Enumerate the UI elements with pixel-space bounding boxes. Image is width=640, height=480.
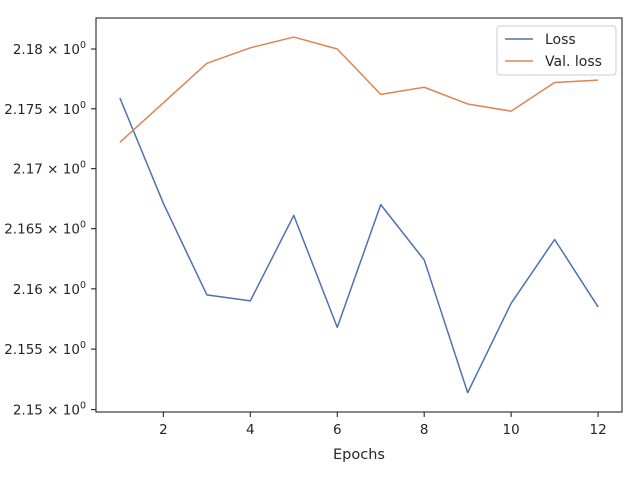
series-lines [119,36,599,394]
x-axis-label: Epochs [333,447,385,463]
y-tick-label: 2.165 × 100 [4,220,86,238]
y-tick-label: 2.155 × 100 [4,340,86,358]
legend-label: Val. loss [545,54,602,70]
y-tick-label: 2.17 × 100 [13,160,86,178]
x-tick-label: 6 [333,422,342,438]
y-tick-label: 2.175 × 100 [4,100,86,118]
x-tick-label: 12 [589,422,606,438]
x-tick-label: 8 [420,422,429,438]
series-line-loss [119,97,599,394]
x-tick-label: 10 [503,422,520,438]
axis-ticks: 2 4 6 8 10 12 2.15 × 100 2.155 × 100 2.16 × 100 2… [4,40,606,438]
plot-frame [95,17,623,413]
x-tick-label: 2 [159,422,168,438]
series-line-val-loss [119,36,599,143]
y-tick-label: 2.16 × 100 [13,280,86,298]
y-tick-label: 2.18 × 100 [13,40,86,58]
y-tick-label: 2.15 × 100 [13,401,86,419]
x-tick-label: 4 [246,422,255,438]
legend-label: Loss [545,32,576,48]
legend: Loss Val. loss [496,25,617,76]
